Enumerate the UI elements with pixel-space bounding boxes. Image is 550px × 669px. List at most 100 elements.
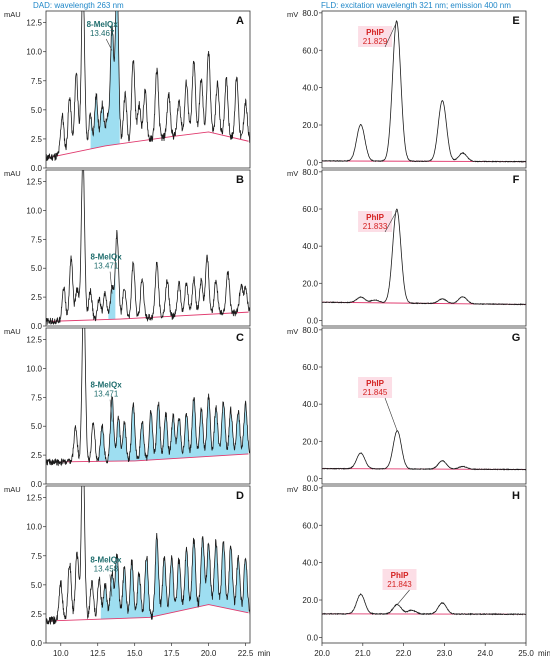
baseline-line bbox=[48, 131, 249, 158]
retention-time-label: 13.471 bbox=[94, 262, 119, 271]
plot-frame bbox=[321, 485, 527, 644]
y-tick-label: 0.0 bbox=[307, 316, 319, 325]
annotation-leader bbox=[384, 210, 398, 233]
y-tick-label: 2.5 bbox=[31, 293, 43, 302]
y-axis-label: mAU bbox=[4, 10, 21, 19]
annotation-box bbox=[358, 26, 393, 47]
chromatogram-trace bbox=[322, 208, 526, 306]
y-tick-label: 60.0 bbox=[302, 363, 318, 372]
chromatogram-trace bbox=[322, 593, 526, 616]
x-tick-label: 21.0 bbox=[355, 649, 371, 658]
x-tick-label: 12.5 bbox=[90, 649, 106, 658]
x-tick-label: 24.0 bbox=[477, 649, 493, 658]
y-tick-label: 7.5 bbox=[31, 77, 43, 86]
y-tick-label: 40.0 bbox=[302, 559, 318, 568]
integrated-area bbox=[90, 11, 120, 149]
y-tick-label: 0.0 bbox=[31, 164, 43, 173]
y-tick-label: 5.0 bbox=[31, 106, 43, 115]
retention-time-label: 21.843 bbox=[387, 580, 412, 589]
retention-time-label: 13.471 bbox=[94, 390, 119, 399]
integrated-area bbox=[97, 393, 249, 462]
annotation-leader bbox=[109, 574, 113, 597]
y-tick-label: 20.0 bbox=[302, 596, 318, 605]
y-tick-label: 10.0 bbox=[26, 206, 42, 215]
annotation-leader bbox=[109, 399, 113, 422]
retention-time-label: 13.458 bbox=[94, 564, 119, 573]
annotation-leader bbox=[384, 22, 397, 48]
x-tick-label: 25.0 bbox=[518, 649, 534, 658]
retention-time-label: 21.829 bbox=[363, 37, 388, 46]
y-tick-label: 2.5 bbox=[31, 451, 43, 460]
retention-time-label: 21.833 bbox=[363, 222, 388, 231]
x-tick-label: 22.5 bbox=[238, 649, 254, 658]
y-tick-label: 0.0 bbox=[307, 158, 319, 167]
x-tick-label: 17.5 bbox=[164, 649, 180, 658]
y-tick-label: 20.0 bbox=[302, 121, 318, 130]
baseline-line bbox=[48, 453, 249, 463]
x-tick-label: 15.0 bbox=[127, 649, 143, 658]
compound-label: PhIP bbox=[391, 571, 409, 580]
integrated-area bbox=[100, 533, 249, 620]
compound-label: PhIP bbox=[366, 28, 384, 37]
y-tick-label: 80.0 bbox=[302, 326, 318, 335]
panel-letter: D bbox=[236, 490, 244, 502]
y-tick-label: 0.0 bbox=[307, 633, 319, 642]
y-tick-label: 80.0 bbox=[302, 484, 318, 493]
chromatogram-trace bbox=[46, 11, 250, 162]
chromatogram-trace bbox=[322, 430, 526, 471]
annotation-leader bbox=[109, 271, 113, 294]
panel-d: 0.0 2.5 5.0 7.5 10.0 12.5 mAU 10.0 12.5 15.0 17.5 2… bbox=[4, 485, 271, 658]
y-tick-label: 40.0 bbox=[302, 242, 318, 251]
y-axis-label: mV bbox=[287, 10, 298, 19]
y-tick-label: 2.5 bbox=[31, 610, 43, 619]
x-axis-unit: min bbox=[258, 649, 271, 658]
y-tick-label: 7.5 bbox=[31, 552, 43, 561]
y-tick-label: 40.0 bbox=[302, 400, 318, 409]
y-tick-label: 12.5 bbox=[26, 19, 42, 28]
panel-letter: G bbox=[512, 332, 521, 344]
y-tick-label: 7.5 bbox=[31, 235, 43, 244]
y-tick-label: 5.0 bbox=[31, 422, 43, 431]
panel-letter: A bbox=[236, 15, 244, 27]
y-tick-label: 60.0 bbox=[302, 521, 318, 530]
annotation-box bbox=[358, 211, 393, 232]
panel-letter: F bbox=[513, 174, 520, 186]
y-tick-label: 12.5 bbox=[26, 494, 42, 503]
y-tick-label: 10.0 bbox=[26, 523, 42, 532]
panel-letter: E bbox=[512, 15, 519, 27]
y-tick-label: 0.0 bbox=[31, 639, 43, 648]
plot-frame bbox=[45, 485, 251, 644]
chromatogram-trace bbox=[46, 328, 250, 467]
plot-frame bbox=[45, 169, 251, 327]
baseline-line bbox=[48, 604, 249, 622]
panel-h: 0.0 20.0 40.0 60.0 80.0 mV 20.0 21.0 22.0 23.0 24.… bbox=[287, 484, 550, 658]
annotation-leader bbox=[384, 397, 398, 432]
plot-frame bbox=[45, 327, 251, 485]
y-tick-label: 20.0 bbox=[302, 437, 318, 446]
annotation-box bbox=[358, 377, 393, 398]
dad-header: DAD: wavelength 263 nm bbox=[33, 1, 124, 10]
compound-label: 8-MeIQx bbox=[90, 555, 122, 564]
panel-letter: B bbox=[236, 174, 244, 186]
compound-label: PhIP bbox=[366, 379, 384, 388]
y-tick-label: 10.0 bbox=[26, 48, 42, 57]
plot-frame bbox=[321, 10, 527, 169]
plot-frame bbox=[45, 10, 251, 169]
y-tick-label: 0.0 bbox=[307, 474, 319, 483]
fld-header: FLD: excitation wavelength 321 nm; emiss… bbox=[321, 1, 511, 10]
y-tick-label: 12.5 bbox=[26, 178, 42, 187]
compound-label: 8-MeIQx bbox=[91, 381, 123, 390]
y-tick-label: 12.5 bbox=[26, 336, 42, 345]
y-tick-label: 60.0 bbox=[302, 205, 318, 214]
y-tick-label: 10.0 bbox=[26, 364, 42, 373]
y-tick-label: 2.5 bbox=[31, 135, 43, 144]
y-tick-label: 5.0 bbox=[31, 264, 43, 273]
chromatogram-trace bbox=[46, 486, 250, 625]
compound-label: 8-MeIQx bbox=[87, 20, 119, 29]
y-axis-label: mV bbox=[287, 169, 298, 178]
retention-time-label: 13.467 bbox=[90, 29, 115, 38]
